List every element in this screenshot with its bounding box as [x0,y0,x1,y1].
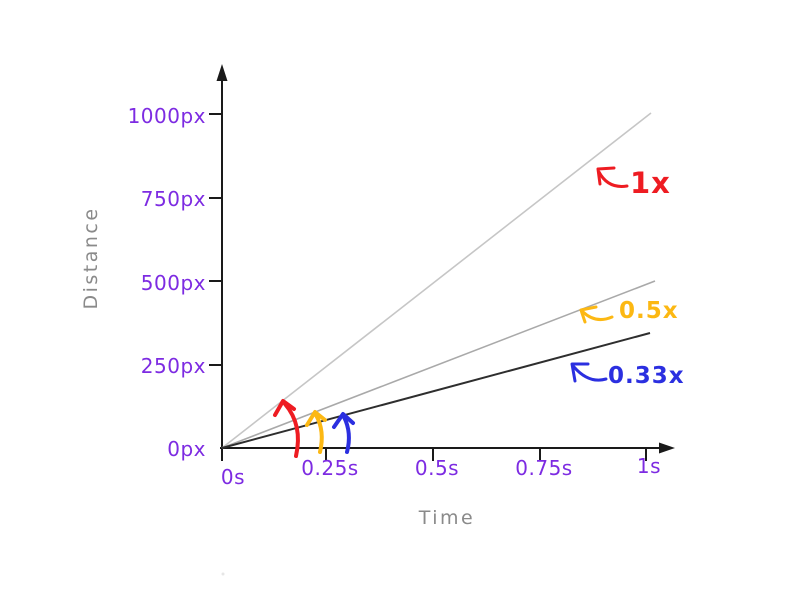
origin-arrow-blue-icon [332,412,355,454]
annotation-arrow-0.33x-head [570,362,590,383]
origin-arrow-yellow-icon [305,410,327,454]
origin-arrow-red-head [273,399,296,417]
origin-arrow-yellow-head [305,410,327,427]
annotation-arrow-1x-head [596,166,616,186]
line-series-0.33x [221,332,651,449]
annotation-label-0.33x: 0.33x [608,363,685,389]
y-axis-title: Distance [80,206,102,309]
annotation-arrow-1x-icon [596,166,629,188]
x-tick-label-1s: 1s [637,454,661,478]
y-tick-label-750px: 750px [141,187,206,211]
x-axis-title: Time [418,507,476,529]
x-tick-label-0.5s: 0.5s [415,456,459,480]
axes [216,64,675,454]
y-tick-label-0px: 0px [167,437,206,461]
annotation-arrow-0.33x-icon [570,362,608,383]
y-tick-labels: 1000px 750px 500px 250px 0px [128,104,206,461]
x-tick-labels: 0s 0.25s 0.5s 0.75s 1s [221,454,661,489]
origin-arrow-red-icon [273,399,300,458]
origin-arrow-red-shaft [283,402,300,458]
origin-arrow-yellow-shaft [314,413,324,454]
annotation-label-0.5x: 0.5x [619,298,679,324]
annotation-arrow-1x-shaft [597,170,629,188]
y-tick-label-250px: 250px [141,354,206,378]
x-tick-label-0.25s: 0.25s [301,456,358,480]
line-series-1x [221,112,652,449]
y-tick-marks [209,113,223,366]
annotation-arrow-0.5x-head [579,305,598,324]
origin-arrow-blue-shaft [342,415,351,454]
annotation-label-1x: 1x [630,166,671,200]
y-tick-label-1000px: 1000px [128,104,206,128]
line-series-0.5x [221,280,656,449]
annotation-arrow-0.5x-icon [579,305,614,324]
annotation-arrow-0.5x-shaft [581,310,614,322]
x-axis-arrowhead-icon [659,442,675,454]
y-tick-label-500px: 500px [141,271,206,295]
origin-arrow-blue-head [332,412,355,429]
stray-mark [221,572,225,576]
x-tick-label-0.75s: 0.75s [515,456,572,480]
annotation-arrow-0.33x-shaft [572,365,608,382]
y-axis-arrowhead-icon [216,64,228,81]
x-tick-marks [221,448,647,461]
x-tick-label-0s: 0s [221,465,245,489]
